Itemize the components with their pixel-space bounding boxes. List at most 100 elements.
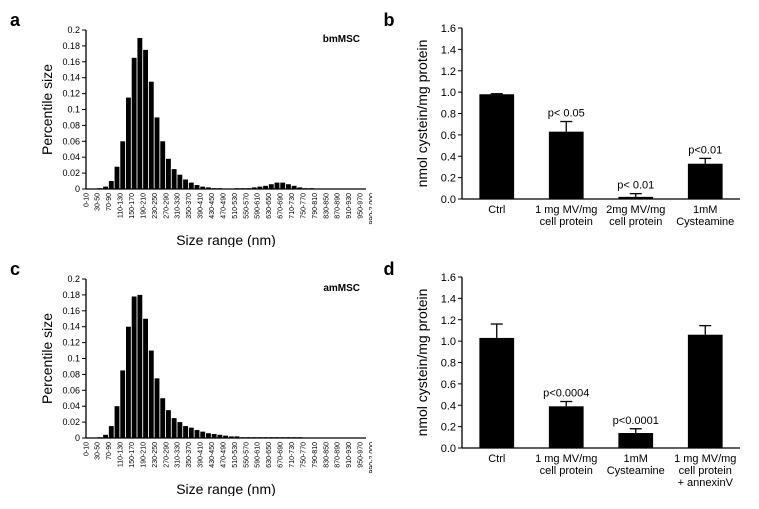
svg-text:1 mg MV/mg: 1 mg MV/mg	[674, 453, 736, 465]
svg-text:1.2: 1.2	[440, 314, 455, 326]
svg-text:30-50: 30-50	[95, 193, 102, 211]
svg-text:670-690: 670-690	[278, 193, 285, 219]
svg-text:670-690: 670-690	[278, 441, 285, 467]
svg-text:0.04: 0.04	[62, 152, 80, 162]
panel-d-label: d	[384, 259, 395, 280]
svg-text:710-730: 710-730	[289, 441, 296, 467]
svg-text:Ctrl: Ctrl	[488, 453, 505, 465]
svg-text:70-90: 70-90	[106, 441, 113, 459]
svg-text:870-890: 870-890	[335, 193, 342, 219]
svg-text:0.18: 0.18	[62, 41, 80, 51]
svg-text:0: 0	[75, 184, 80, 194]
svg-text:1 mg MV/mg: 1 mg MV/mg	[535, 204, 597, 216]
panel-a-chart: 00.020.040.060.080.10.120.140.160.180.20…	[38, 22, 372, 247]
panel-b-chart: 0.00.20.40.60.81.01.21.41.6Ctrlp< 0.051 …	[412, 22, 746, 247]
svg-text:910-930: 910-930	[346, 441, 353, 467]
svg-text:990-2,000: 990-2,000	[369, 193, 372, 225]
svg-text:0.0: 0.0	[440, 443, 455, 455]
svg-text:0.12: 0.12	[62, 337, 80, 347]
svg-text:790-810: 790-810	[312, 441, 319, 467]
svg-text:cell protein: cell protein	[539, 216, 592, 228]
svg-text:0.14: 0.14	[62, 321, 80, 331]
svg-text:p<0.0001: p<0.0001	[612, 414, 658, 426]
svg-text:1.4: 1.4	[440, 44, 455, 56]
svg-text:270-290: 270-290	[163, 441, 170, 467]
svg-text:950-970: 950-970	[358, 193, 365, 219]
svg-text:150-170: 150-170	[129, 193, 136, 219]
svg-text:1.6: 1.6	[440, 272, 455, 284]
svg-text:Percentile size: Percentile size	[39, 312, 55, 403]
svg-text:310-330: 310-330	[175, 193, 182, 219]
svg-text:190-210: 190-210	[140, 193, 147, 219]
svg-text:Size range (nm): Size range (nm)	[176, 481, 276, 496]
svg-text:0.2: 0.2	[440, 173, 455, 185]
svg-text:310-330: 310-330	[175, 441, 182, 467]
svg-text:510-530: 510-530	[232, 441, 239, 467]
svg-text:590-610: 590-610	[255, 441, 262, 467]
svg-text:0.12: 0.12	[62, 89, 80, 99]
svg-text:p<0.0004: p<0.0004	[543, 387, 589, 399]
panel-d: d 0.0 0.2 0.4 0.6 0.8 1.0 1.2 1.4 1.6 Ctrl p<0.000…	[384, 259, 750, 500]
svg-text:1mM: 1mM	[693, 204, 717, 216]
svg-text:30-50: 30-50	[95, 441, 102, 459]
figure-grid: a 0 0.02 0.04 0.06 0.08 0.1 0.12 0.14 0.16 0.18 0.…	[10, 10, 749, 499]
svg-text:270-290: 270-290	[163, 193, 170, 219]
svg-text:590-610: 590-610	[255, 193, 262, 219]
svg-text:0.02: 0.02	[62, 168, 80, 178]
svg-text:cell protein: cell protein	[609, 216, 662, 228]
svg-text:0: 0	[75, 433, 80, 443]
panel-b-label: b	[384, 10, 395, 31]
svg-text:nmol cystein/mg protein: nmol cystein/mg protein	[414, 288, 430, 436]
svg-text:+ annexinV: + annexinV	[677, 477, 733, 489]
svg-text:0.2: 0.2	[67, 274, 80, 284]
panel-c: c 00.020.040.060.080.10.120.140.160.180.…	[10, 259, 376, 500]
svg-text:1.0: 1.0	[440, 336, 455, 348]
panel-d-chart: 0.0 0.2 0.4 0.6 0.8 1.0 1.2 1.4 1.6 Ctrl p<0.0004 1…	[412, 271, 746, 496]
svg-text:Size range (nm): Size range (nm)	[176, 232, 276, 247]
svg-text:390-410: 390-410	[198, 441, 205, 467]
svg-text:Cysteamine: Cysteamine	[676, 216, 734, 228]
svg-text:0.06: 0.06	[62, 136, 80, 146]
svg-text:0-10: 0-10	[83, 441, 90, 455]
svg-text:0.8: 0.8	[440, 357, 455, 369]
svg-text:0.1: 0.1	[67, 353, 80, 363]
svg-text:830-850: 830-850	[323, 441, 330, 467]
svg-text:1.6: 1.6	[440, 23, 455, 35]
svg-text:bmMSC: bmMSC	[323, 34, 360, 45]
svg-text:430-450: 430-450	[209, 441, 216, 467]
svg-text:550-570: 550-570	[243, 441, 250, 467]
panel-c-chart: 00.020.040.060.080.10.120.140.160.180.20…	[38, 271, 372, 496]
svg-text:p< 0.05: p< 0.05	[547, 108, 584, 120]
svg-text:cell protein: cell protein	[539, 465, 592, 477]
svg-text:870-890: 870-890	[335, 441, 342, 467]
svg-text:790-810: 790-810	[312, 193, 319, 219]
svg-text:0.2: 0.2	[440, 421, 455, 433]
svg-text:830-850: 830-850	[323, 193, 330, 219]
svg-text:0.0: 0.0	[440, 194, 455, 206]
panel-a: a 00.020.040.060.080.10.120.140.160.180.…	[10, 10, 376, 251]
svg-text:Percentile size: Percentile size	[39, 64, 55, 155]
svg-text:350-370: 350-370	[186, 441, 193, 467]
svg-text:1.4: 1.4	[440, 293, 455, 305]
svg-text:750-770: 750-770	[300, 193, 307, 219]
svg-text:150-170: 150-170	[129, 441, 136, 467]
panel-a-label: a	[10, 10, 20, 31]
svg-text:0.08: 0.08	[62, 369, 80, 379]
svg-text:0-10: 0-10	[83, 193, 90, 207]
svg-text:110-130: 110-130	[118, 441, 125, 466]
svg-text:0.4: 0.4	[440, 400, 455, 412]
svg-text:1.0: 1.0	[440, 87, 455, 99]
svg-text:0.16: 0.16	[62, 305, 80, 315]
svg-text:0.6: 0.6	[440, 378, 455, 390]
svg-text:350-370: 350-370	[186, 193, 193, 219]
svg-text:510-530: 510-530	[232, 193, 239, 219]
svg-text:630-650: 630-650	[266, 441, 273, 467]
svg-text:1mM: 1mM	[623, 453, 647, 465]
svg-text:cell protein: cell protein	[678, 465, 731, 477]
svg-text:0.2: 0.2	[67, 25, 80, 35]
svg-text:0.8: 0.8	[440, 109, 455, 121]
svg-text:390-410: 390-410	[198, 193, 205, 219]
svg-text:710-730: 710-730	[289, 193, 296, 219]
svg-text:230-250: 230-250	[152, 193, 159, 219]
svg-text:0.18: 0.18	[62, 289, 80, 299]
